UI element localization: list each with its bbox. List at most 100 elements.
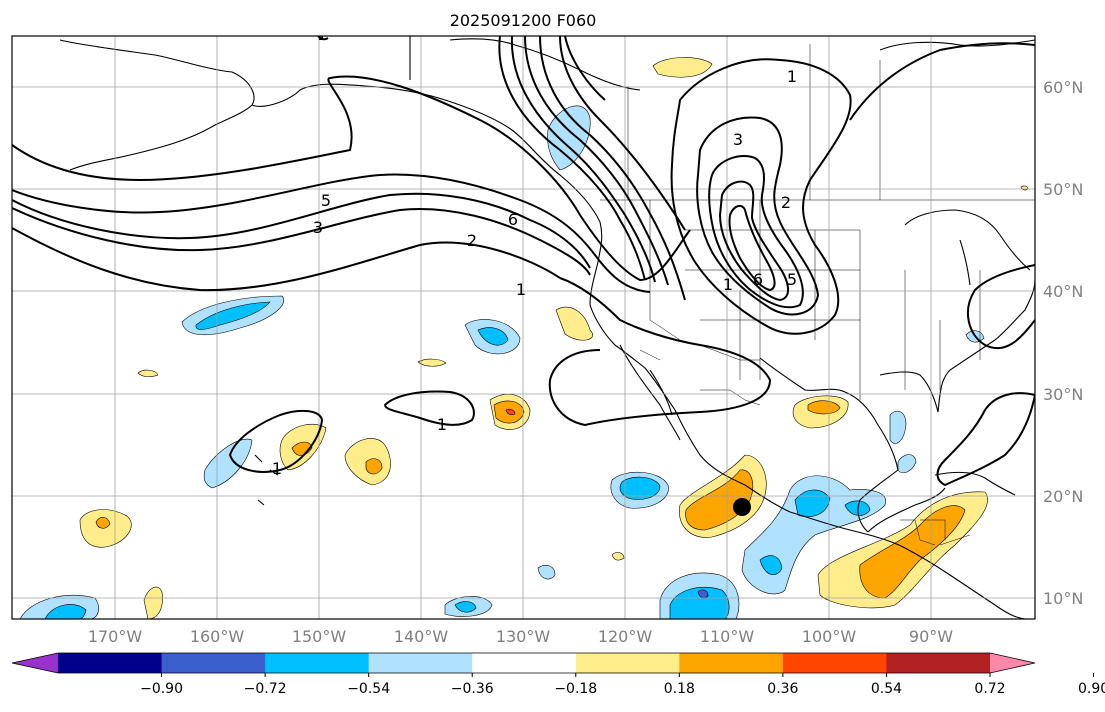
contours [12,36,1035,487]
colorbar-segment [575,653,680,673]
lon-label: 140°W [394,627,449,646]
contour-line [718,180,789,302]
colorbar-tick-label: 0.18 [664,681,695,697]
lat-label: 20°N [1043,487,1083,506]
map-area: 1 3 5 6 2 1 1 1 3 2 6 5 1 1 [12,25,1035,619]
contour-line [12,75,691,282]
contour-label: 3 [313,218,323,237]
shade-orange [807,400,841,415]
colorbar-segment [265,653,370,673]
contour-label: 5 [321,191,331,210]
contour-line [524,36,669,286]
colorbar-extend-min [12,653,58,673]
shade-light-blue [547,105,591,171]
lat-label: 10°N [1043,589,1083,608]
colorbar-segment [679,653,784,673]
shade-light-blue [889,410,907,444]
contour-line [670,58,852,335]
coast-central-america [789,511,1026,619]
contour-line [849,42,1035,121]
colorbar-tick-label: −0.36 [451,681,494,697]
shade-light-blue [897,454,917,474]
map-frame [11,35,1036,620]
lat-label: 60°N [1043,78,1083,97]
contour-label: 1 [787,67,797,86]
shade-blue [759,555,783,575]
colorbar-tick-label: 0.90 [1078,681,1105,697]
contour-label: 5 [787,270,797,289]
coast-cuba [934,471,1016,496]
coast-north-canada [409,36,641,91]
contour-label: 1 [437,415,447,434]
colorbar-tick-label: −0.90 [140,681,183,697]
contour-line [510,36,656,283]
shade-yellow [417,358,447,367]
lon-label: 150°W [292,627,347,646]
lon-label: 100°W [802,627,857,646]
contour-label: 1 [272,459,282,478]
shade-yellow [652,57,713,78]
contour-label: 6 [753,270,763,289]
latitude-labels: 60°N 50°N 40°N 30°N 20°N 10°N [1043,78,1083,608]
lon-label: 160°W [190,627,245,646]
map-title: 2025091200 F060 [450,11,597,30]
colorbar-tick-label: 0.54 [871,681,902,697]
contour-line [696,116,820,316]
contour-line [12,173,651,293]
lat-label: 40°N [1043,282,1083,301]
shade-yellow [143,586,163,619]
shade-blue [669,587,730,619]
shade-orange [365,458,383,475]
shade-red [505,408,516,416]
coast-great-lakes [904,209,1031,286]
storm-center-marker [733,498,751,516]
colorbar-outline [11,652,1036,674]
contour-label: 3 [733,130,743,149]
longitude-labels: 170°W 160°W 150°W 140°W 130°W 120°W 110°… [88,627,953,646]
colorbar-tick-label: −0.72 [244,681,287,697]
shade-orange [95,517,111,529]
contour-label: 1 [516,280,526,299]
contour-label: 2 [467,231,477,250]
colorbar-segment [161,653,266,673]
contour-line [967,264,1035,350]
contour-line [728,204,776,292]
colorbar-segment [886,653,991,673]
colorbar-segment [782,653,887,673]
lat-label: 50°N [1043,180,1083,199]
contour-line [564,36,606,101]
colorbar: −0.90 −0.72 −0.54 −0.36 −0.18 0.18 0.36 0.54 0.7… [11,652,1105,697]
shaded-regions [19,57,1029,619]
coast-gulf [759,357,946,533]
lon-label: 120°W [598,627,653,646]
lon-label: 130°W [496,627,551,646]
colorbar-segment [58,653,163,673]
shade-yellow [137,369,159,378]
colorbar-segment [472,653,577,673]
colorbar-tick-label: −0.54 [347,681,390,697]
shade-blue [619,476,661,500]
contour-line [12,207,591,276]
shade-dark-blue [697,589,709,599]
colorbar-tick-label: −0.18 [554,681,597,697]
lon-label: 110°W [700,627,755,646]
gridlines [12,36,1035,619]
shade-yellow [611,552,625,561]
contour-line [228,409,324,473]
contour-line [539,36,686,301]
contour-line [559,36,686,231]
coast-florida [879,279,1035,413]
contour-labels: 1 3 5 6 2 1 1 1 3 2 6 5 1 1 [272,25,797,478]
contour-label: 1 [317,25,327,44]
contour-line [936,392,1035,487]
contour-label: 6 [508,210,518,229]
shade-orange [685,469,753,531]
shade-blue [477,327,509,346]
contour-label: 1 [723,275,733,294]
coast-baja [619,344,681,441]
contour-line [12,192,591,269]
colorbar-tick-label: 0.36 [767,681,798,697]
colorbar-tick-label: 0.72 [974,681,1005,697]
contour-line [383,390,475,426]
shade-light-blue [203,438,253,489]
